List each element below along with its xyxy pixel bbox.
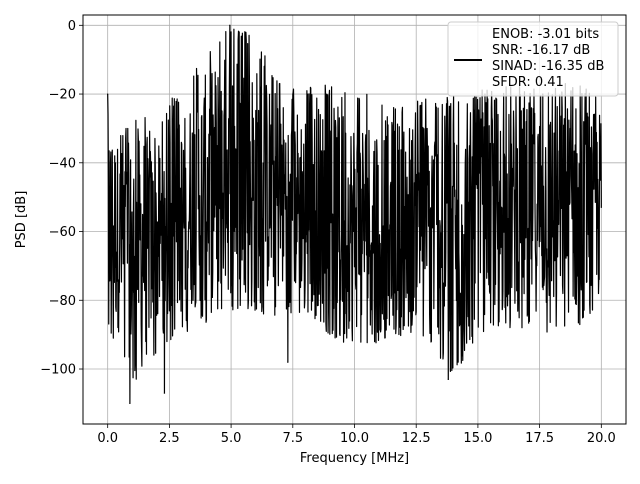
x-tick-label: 20.0	[587, 431, 616, 446]
psd-peak-point	[163, 392, 166, 394]
y-tick-label: −20	[49, 88, 76, 103]
y-tick-label: −60	[49, 225, 76, 240]
x-tick-label: 12.5	[402, 431, 431, 446]
x-tick-label: 2.5	[159, 431, 180, 446]
y-tick-label: 0	[68, 19, 76, 34]
legend-entry-sinad: SINAD: -16.35 dB	[492, 59, 604, 74]
x-tick-label: 10.0	[340, 431, 369, 446]
psd-peak-point	[447, 378, 449, 380]
y-tick-label: −100	[40, 363, 76, 378]
x-tick-label: 15.0	[463, 431, 492, 446]
tick-layer: 0.0 2.5 5.0 7.5 10.0 12.5 15.0 17.5 20.0 0 −20 −40 −…	[40, 19, 616, 446]
y-tick-label: −80	[49, 294, 76, 309]
psd-peak-point	[129, 402, 131, 404]
x-tick-label: 7.5	[282, 431, 303, 446]
legend-box	[447, 21, 619, 97]
legend: ENOB: -3.01 bits SNR: -16.17 dB SINAD: -…	[447, 21, 619, 97]
y-tick-label: −40	[49, 156, 76, 171]
x-axis-label: Frequency [MHz]	[300, 451, 409, 466]
psd-peak-point	[287, 361, 289, 363]
psd-series-line	[107, 24, 602, 404]
plot-area	[107, 24, 602, 404]
legend-entry-sfdr: SFDR: 0.41	[492, 75, 564, 90]
x-tick-label: 17.5	[525, 431, 554, 446]
x-tick-label: 0.0	[97, 431, 118, 446]
y-axis-label: PSD [dB]	[14, 191, 29, 249]
x-tick-label: 5.0	[221, 431, 242, 446]
psd-peak-point	[107, 93, 109, 95]
legend-entry-enob: ENOB: -3.01 bits	[492, 27, 599, 42]
legend-entry-snr: SNR: -16.17 dB	[492, 43, 590, 58]
psd-peak-point	[229, 24, 231, 26]
